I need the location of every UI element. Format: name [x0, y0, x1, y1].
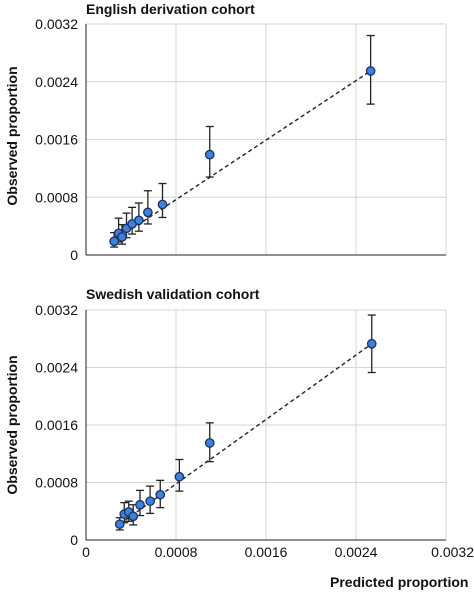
data-point: [145, 496, 155, 507]
data-point: [366, 338, 377, 349]
y-ticks-bottom: 0 0.0008 0.0016 0.0024 0.0032: [35, 302, 78, 548]
data-point: [204, 149, 215, 160]
y-tick-label: 0.0032: [35, 16, 78, 32]
grid-bottom: [85, 309, 447, 541]
data-point: [117, 232, 127, 242]
y-tick-label: 0.0016: [35, 417, 78, 433]
data-point: [365, 66, 376, 76]
panel-english-derivation: English derivation cohort Observed propo…: [4, 1, 447, 263]
data-point: [174, 471, 185, 482]
y-axis-label-bottom: Observed proportion: [4, 355, 20, 494]
y-tick-label: 0: [70, 247, 78, 263]
panel-swedish-validation: Swedish validation cohort Observed propo…: [4, 286, 474, 560]
data-point: [128, 511, 139, 522]
y-tick-label: 0: [70, 532, 78, 548]
series-bottom: [114, 314, 377, 531]
x-axis-label: Predicted proportion: [330, 574, 468, 590]
y-tick-label: 0.0008: [35, 189, 78, 205]
axes-bottom: [85, 310, 446, 541]
data-point: [204, 438, 215, 448]
data-point: [134, 215, 144, 226]
x-tick-label: 0: [82, 544, 90, 560]
panel-title-english: English derivation cohort: [86, 1, 255, 17]
x-tick-label: 0.0016: [245, 544, 288, 560]
x-tick-label: 0.0008: [155, 544, 198, 560]
data-point: [114, 519, 125, 530]
y-tick-label: 0.0016: [35, 132, 78, 148]
y-ticks-top: 0 0.0008 0.0016 0.0024 0.0032: [35, 16, 78, 263]
y-tick-label: 0.0032: [35, 302, 78, 318]
x-ticks-bottom: 0 0.0008 0.0016 0.0024 0.0032: [82, 544, 474, 560]
y-tick-label: 0.0024: [35, 74, 78, 90]
fit-line: [113, 70, 372, 242]
x-tick-label: 0.0032: [431, 544, 474, 560]
y-tick-label: 0.0024: [35, 360, 78, 376]
y-axis-label-top: Observed proportion: [4, 66, 20, 205]
x-tick-label: 0.0024: [335, 544, 378, 560]
panel-title-swedish: Swedish validation cohort: [86, 286, 260, 302]
data-point: [109, 236, 119, 247]
data-point: [155, 489, 166, 500]
data-point: [143, 207, 153, 218]
axes-top: [85, 24, 446, 256]
y-tick-label: 0.0008: [35, 475, 78, 491]
data-point: [157, 199, 168, 210]
series-top: [109, 34, 376, 248]
data-point: [135, 499, 145, 510]
